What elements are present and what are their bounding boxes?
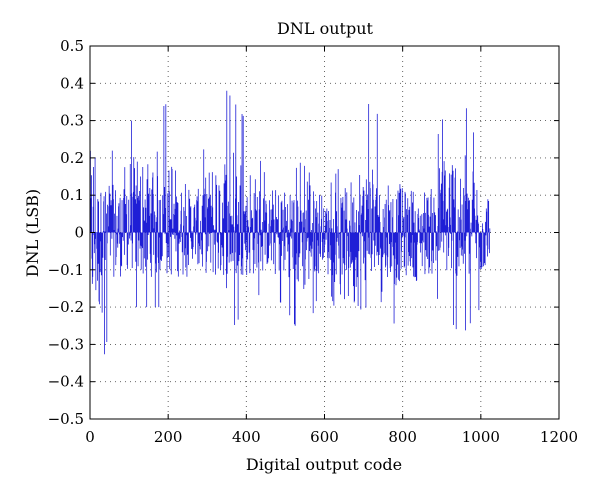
y-tick-label: 0.5: [60, 37, 84, 55]
x-tick-label: 800: [388, 428, 417, 446]
x-tick-label: 400: [232, 428, 261, 446]
y-tick-label: 0: [74, 224, 84, 242]
y-tick-label: −0.1: [48, 261, 84, 279]
y-tick-labels: −0.5 −0.4 −0.3 −0.2 −0.1 0 0.1 0.2 0.3 0.4 0.5: [48, 37, 84, 428]
y-tick-label: −0.3: [48, 335, 84, 353]
y-tick-label: 0.3: [60, 112, 84, 130]
y-tick-label: −0.4: [48, 373, 84, 391]
x-axis-label: Digital output code: [246, 455, 402, 474]
y-tick-label: 0.1: [60, 186, 84, 204]
y-tick-label: −0.5: [48, 410, 84, 428]
x-tick-label: 0: [85, 428, 95, 446]
y-tick-label: 0.2: [60, 149, 84, 167]
y-axis-label: DNL (LSB): [23, 189, 42, 277]
x-tick-labels: 0 200 400 600 800 1000 1200: [85, 428, 578, 446]
chart-title: DNL output: [277, 19, 373, 38]
x-tick-label: 600: [310, 428, 339, 446]
y-tick-label: −0.2: [48, 298, 84, 316]
x-tick-label: 1200: [540, 428, 578, 446]
x-tick-label: 200: [154, 428, 183, 446]
x-tick-label: 1000: [462, 428, 500, 446]
axis-ticks: [89, 45, 560, 420]
y-tick-label: 0.4: [60, 74, 84, 92]
